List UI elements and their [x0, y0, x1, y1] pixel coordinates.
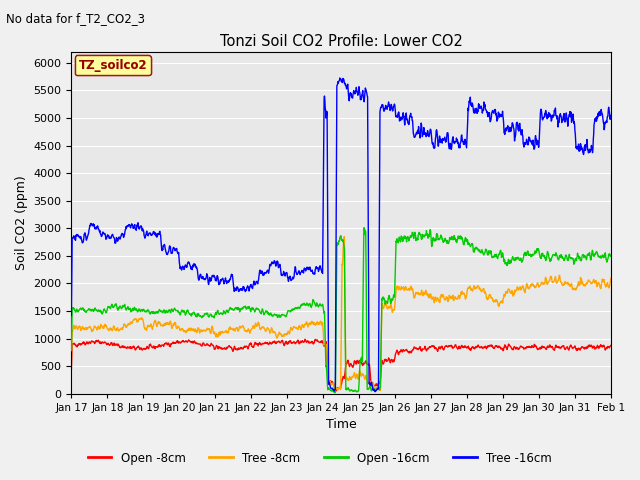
Legend: Open -8cm, Tree -8cm, Open -16cm, Tree -16cm: Open -8cm, Tree -8cm, Open -16cm, Tree -… [83, 447, 557, 469]
X-axis label: Time: Time [326, 419, 356, 432]
Legend: TZ_soilco2: TZ_soilco2 [75, 55, 150, 75]
Title: Tonzi Soil CO2 Profile: Lower CO2: Tonzi Soil CO2 Profile: Lower CO2 [220, 34, 463, 49]
Y-axis label: Soil CO2 (ppm): Soil CO2 (ppm) [15, 175, 28, 270]
Text: No data for f_T2_CO2_3: No data for f_T2_CO2_3 [6, 12, 145, 25]
